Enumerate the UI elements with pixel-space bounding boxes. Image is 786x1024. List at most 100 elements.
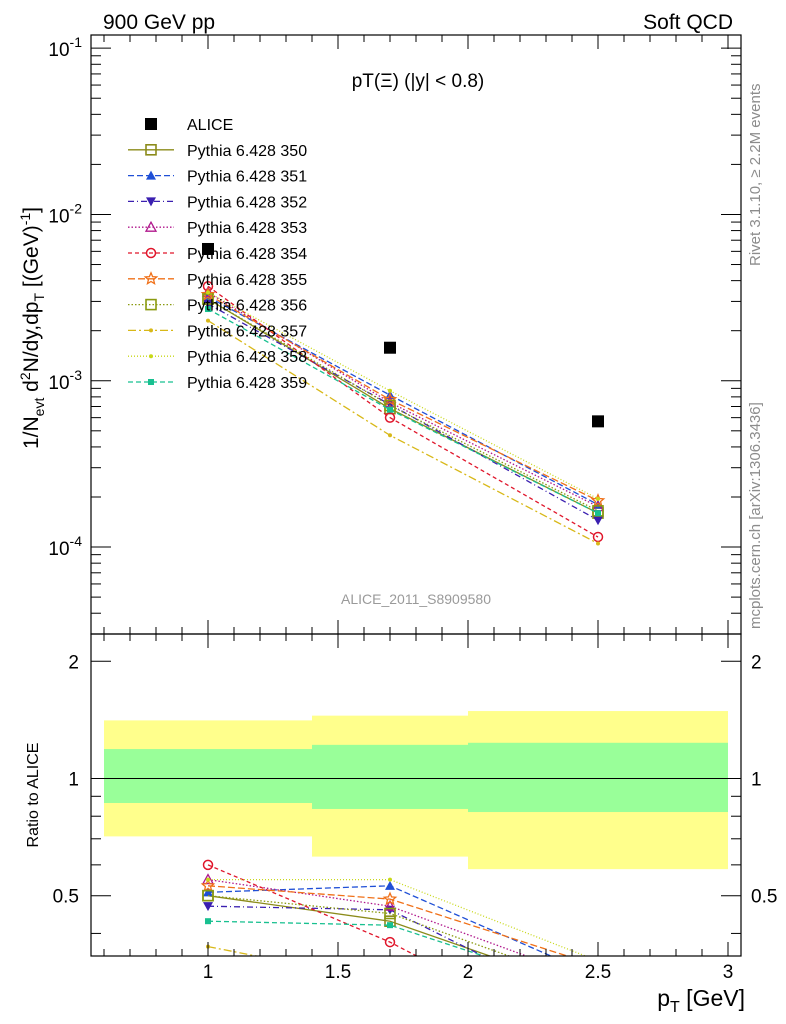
mc-line-7 bbox=[207, 298, 599, 512]
ratio-point-9-0 bbox=[206, 877, 210, 882]
legend-marker bbox=[145, 118, 157, 130]
ratio-point-7-1 bbox=[384, 907, 396, 920]
mc-point-8-1 bbox=[388, 433, 392, 438]
ratio-point-6-1 bbox=[382, 891, 398, 906]
ratio-series-3 bbox=[203, 902, 603, 1018]
legend-label: Pythia 6.428 358 bbox=[187, 349, 307, 366]
ratio-series-10 bbox=[205, 918, 601, 997]
ratio-series-9 bbox=[206, 877, 588, 956]
mc-point-8-2 bbox=[596, 541, 600, 546]
mc-point-10-1 bbox=[387, 406, 393, 413]
mc-point-8-0 bbox=[206, 318, 210, 323]
ratio-series-6 bbox=[200, 878, 570, 956]
y-tick-label: 10-3 bbox=[48, 367, 82, 394]
mc-series-6 bbox=[200, 286, 606, 507]
ratio-point-2-0 bbox=[203, 887, 213, 897]
legend-label: Pythia 6.428 356 bbox=[187, 298, 307, 315]
ratio-point-8-1 bbox=[388, 980, 392, 984]
legend-item-5: Pythia 6.428 354 bbox=[128, 246, 307, 263]
y-tick-label-left: 2 bbox=[68, 652, 79, 673]
alice-point-1 bbox=[384, 341, 396, 354]
ratio-series-2 bbox=[203, 880, 553, 956]
legend-label: Pythia 6.428 357 bbox=[187, 323, 307, 340]
mc-line-4 bbox=[207, 291, 599, 508]
band-inner-2 bbox=[468, 742, 728, 813]
ratio-line-2 bbox=[207, 885, 553, 956]
y-axis-label-ratio: Ratio to ALICE bbox=[25, 743, 42, 848]
y-tick-label: 10-4 bbox=[48, 533, 82, 560]
ratio-line-7 bbox=[207, 895, 511, 956]
mcplots-label: mcplots.cern.ch [arXiv:1306.3436] bbox=[747, 402, 764, 629]
ratio-point-10-2 bbox=[595, 991, 601, 997]
mc-point-3-2 bbox=[593, 516, 603, 526]
legend-label: Pythia 6.428 354 bbox=[187, 246, 307, 263]
ratio-point-10-0 bbox=[205, 918, 211, 925]
x-tick-label: 2 bbox=[463, 962, 474, 983]
legend-marker bbox=[143, 271, 159, 286]
svg-text:1/Nevt d2N/dy,dpT [(GeV)-1]: 1/Nevt d2N/dy,dpT [(GeV)-1] bbox=[17, 207, 47, 449]
legend-label: ALICE bbox=[187, 117, 233, 134]
ratio-point-3-2 bbox=[593, 1009, 603, 1018]
mc-line-6 bbox=[207, 293, 599, 502]
legend-marker bbox=[144, 220, 158, 232]
x-axis-label: pT [GeV] bbox=[657, 985, 745, 1016]
legend-item-10: Pythia 6.428 359 bbox=[128, 375, 307, 392]
legend-label: Pythia 6.428 359 bbox=[187, 375, 307, 392]
ratio-line-6 bbox=[207, 885, 570, 956]
svg-text:pT [GeV]: pT [GeV] bbox=[657, 985, 745, 1016]
legend-label: Pythia 6.428 350 bbox=[187, 143, 307, 160]
y-tick-label-right: 0.5 bbox=[751, 887, 777, 908]
y-tick-label-right: 1 bbox=[751, 769, 762, 790]
main-plot-panel: 10-4 10-3 10-2 10-1 ALICE Pythia 6.428 350 Pyt… bbox=[48, 34, 742, 635]
legend-item-4: Pythia 6.428 353 bbox=[128, 220, 307, 237]
mc-series-8 bbox=[206, 318, 600, 546]
x-tick-label: 1.5 bbox=[325, 962, 351, 983]
ratio-line-5 bbox=[207, 864, 419, 956]
band-inner-0 bbox=[104, 749, 312, 804]
legend: ALICE Pythia 6.428 350 Pythia 6.428 351 Pyt… bbox=[128, 117, 307, 392]
mc-line-9 bbox=[207, 291, 599, 500]
legend-item-3: Pythia 6.428 352 bbox=[128, 194, 307, 211]
ratio-plot-panel: 1 1.5 2 2.5 3 0.5 0.5 1 1 2 2 bbox=[53, 633, 777, 1018]
main-series-group bbox=[200, 281, 606, 546]
header-left: 900 GeV pp bbox=[103, 11, 215, 34]
y-tick-label-left: 0.5 bbox=[53, 887, 79, 908]
legend-item-9: Pythia 6.428 358 bbox=[128, 349, 307, 366]
alice-point-2 bbox=[592, 415, 604, 428]
plot-title: pT(Ξ) (|y| < 0.8) bbox=[352, 71, 485, 92]
ratio-point-7-2 bbox=[593, 983, 603, 993]
mc-point-10-2 bbox=[595, 510, 601, 517]
mc-point-10-0 bbox=[205, 306, 211, 313]
legend-item-2: Pythia 6.428 351 bbox=[128, 169, 307, 186]
mc-series-4 bbox=[201, 286, 605, 512]
ratio-series-5 bbox=[202, 859, 419, 956]
mc-point-6-0 bbox=[200, 286, 216, 301]
ratio-point-4-0 bbox=[201, 873, 215, 885]
y-tick-label: 10-2 bbox=[48, 200, 82, 227]
ratio-line-10 bbox=[207, 920, 486, 956]
legend-marker bbox=[145, 298, 157, 311]
rivet-label: Rivet 3.1.10, ≥ 2.2M events bbox=[747, 84, 764, 267]
mc-point-9-2 bbox=[596, 496, 600, 501]
mc-point-9-1 bbox=[388, 388, 392, 393]
mc-series-9 bbox=[206, 290, 600, 501]
legend-item-8: Pythia 6.428 357 bbox=[128, 323, 307, 340]
ratio-point-6-0 bbox=[200, 878, 216, 893]
x-tick-label: 3 bbox=[723, 962, 734, 983]
ratio-point-9-1 bbox=[388, 877, 392, 882]
x-tick-label: 1 bbox=[203, 962, 214, 983]
ratio-line-8 bbox=[207, 945, 260, 956]
y-axis-label-main: 1/Nevt d2N/dy,dpT [(GeV)-1] bbox=[17, 207, 47, 449]
legend-item-0: ALICE bbox=[145, 117, 233, 134]
mc-point-5-1 bbox=[384, 412, 396, 423]
ratio-error-bands bbox=[104, 711, 728, 870]
y-axis-ticks-ratio: 0.5 0.5 1 1 2 2 bbox=[53, 652, 777, 934]
ratio-point-5-1 bbox=[384, 936, 396, 948]
band-inner-1 bbox=[312, 744, 468, 809]
header-right: Soft QCD bbox=[643, 11, 733, 34]
y-tick-label-right: 2 bbox=[751, 652, 762, 673]
ratio-point-4-1 bbox=[383, 899, 397, 911]
mc-point-9-0 bbox=[206, 290, 210, 295]
ratio-point-3-0 bbox=[203, 902, 213, 912]
